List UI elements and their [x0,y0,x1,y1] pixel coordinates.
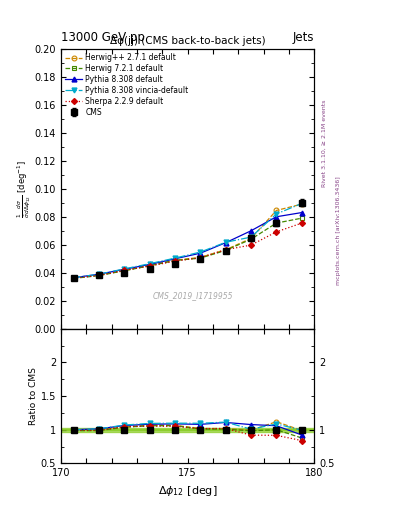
Y-axis label: Ratio to CMS: Ratio to CMS [29,367,38,425]
Sherpa 2.2.9 default [173,258,177,264]
X-axis label: $\Delta\phi_{12}$ [deg]: $\Delta\phi_{12}$ [deg] [158,484,217,498]
Pythia 8.308 vincia-default [198,249,203,255]
Text: mcplots.cern.ch [arXiv:1306.3436]: mcplots.cern.ch [arXiv:1306.3436] [336,176,341,285]
Herwig 7.2.1 default [299,215,304,221]
Y-axis label: $\frac{1}{\bar{\sigma}}\frac{d\sigma}{d\Delta\phi_{12}}$ [deg$^{-1}$]: $\frac{1}{\bar{\sigma}}\frac{d\sigma}{d\… [16,160,33,218]
Herwig++ 2.7.1 default [147,262,152,268]
Herwig++ 2.7.1 default [97,272,101,278]
Sherpa 2.2.9 default [71,275,76,281]
Sherpa 2.2.9 default [223,247,228,253]
Herwig 7.2.1 default [71,275,76,282]
Herwig++ 2.7.1 default [173,257,177,263]
Line: Pythia 8.308 default: Pythia 8.308 default [71,210,304,280]
Herwig++ 2.7.1 default [223,247,228,253]
Pythia 8.308 default [223,240,228,246]
Pythia 8.308 vincia-default [97,271,101,278]
Herwig 7.2.1 default [147,263,152,269]
Herwig++ 2.7.1 default [198,254,203,261]
Pythia 8.308 vincia-default [173,255,177,261]
Line: Herwig 7.2.1 default: Herwig 7.2.1 default [71,216,304,281]
Pythia 8.308 default [198,250,203,257]
Pythia 8.308 default [122,266,127,272]
Herwig 7.2.1 default [274,220,279,226]
Herwig++ 2.7.1 default [299,201,304,207]
Pythia 8.308 vincia-default [71,274,76,281]
Herwig 7.2.1 default [97,272,101,279]
Sherpa 2.2.9 default [249,242,253,248]
Pythia 8.308 default [249,228,253,234]
Herwig++ 2.7.1 default [249,236,253,242]
Title: Δφ(jj) (CMS back-to-back jets): Δφ(jj) (CMS back-to-back jets) [110,36,265,47]
Herwig++ 2.7.1 default [71,274,76,281]
Pythia 8.308 default [299,209,304,216]
Pythia 8.308 vincia-default [147,261,152,267]
Sherpa 2.2.9 default [122,267,127,273]
Legend: Herwig++ 2.7.1 default, Herwig 7.2.1 default, Pythia 8.308 default, Pythia 8.308: Herwig++ 2.7.1 default, Herwig 7.2.1 def… [63,51,191,119]
Sherpa 2.2.9 default [274,229,279,235]
Herwig 7.2.1 default [223,247,228,253]
Pythia 8.308 default [173,255,177,262]
Bar [61,428,314,432]
Sherpa 2.2.9 default [198,254,203,261]
Sherpa 2.2.9 default [147,263,152,269]
Pythia 8.308 default [147,261,152,267]
Text: 13000 GeV pp: 13000 GeV pp [61,31,145,44]
Sherpa 2.2.9 default [97,272,101,279]
Herwig 7.2.1 default [122,268,127,274]
Pythia 8.308 vincia-default [223,239,228,245]
Text: Jets: Jets [293,31,314,44]
Pythia 8.308 default [71,274,76,281]
Pythia 8.308 vincia-default [122,266,127,272]
Line: Herwig++ 2.7.1 default: Herwig++ 2.7.1 default [71,202,304,280]
Herwig 7.2.1 default [249,236,253,242]
Sherpa 2.2.9 default [299,220,304,226]
Line: Sherpa 2.2.9 default: Sherpa 2.2.9 default [72,221,304,280]
Herwig 7.2.1 default [173,258,177,264]
Pythia 8.308 default [274,214,279,220]
Pythia 8.308 vincia-default [274,211,279,217]
Text: Rivet 3.1.10, ≥ 2.1M events: Rivet 3.1.10, ≥ 2.1M events [322,100,327,187]
Pythia 8.308 vincia-default [299,200,304,206]
Herwig 7.2.1 default [198,255,203,261]
Pythia 8.308 vincia-default [249,234,253,240]
Pythia 8.308 default [97,271,101,278]
Line: Pythia 8.308 vincia-default: Pythia 8.308 vincia-default [71,201,304,280]
Herwig++ 2.7.1 default [122,268,127,274]
Herwig++ 2.7.1 default [274,207,279,214]
Text: CMS_2019_I1719955: CMS_2019_I1719955 [152,291,233,300]
